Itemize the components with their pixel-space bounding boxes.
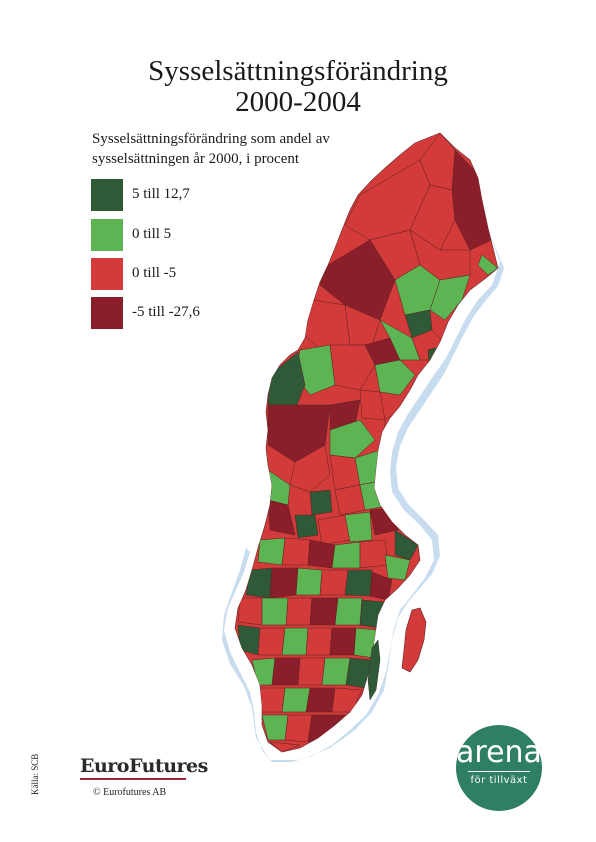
municipality: [331, 687, 363, 713]
legend-heading-line-2: sysselsättningen år 2000, i procent: [92, 151, 300, 167]
municipality: [344, 511, 373, 543]
map-title: Sysselsättningsförändring: [148, 55, 448, 87]
municipality: [257, 537, 286, 566]
municipality: [329, 344, 376, 391]
municipality: [294, 514, 319, 539]
municipality: [267, 351, 306, 411]
legend-swatch: [91, 179, 123, 211]
municipality: [285, 597, 313, 626]
municipality: [319, 569, 349, 596]
municipality: [369, 507, 399, 536]
municipality: [374, 359, 416, 396]
municipality: [259, 687, 286, 713]
legend-label: 5 till 12,7: [132, 186, 190, 202]
municipality: [237, 624, 261, 656]
gotland-island: [401, 607, 427, 673]
municipality: [307, 539, 336, 569]
arena-logo-divider: [468, 771, 530, 772]
legend-label: 0 till 5: [132, 226, 172, 242]
municipality: [359, 539, 389, 569]
municipality: [379, 319, 421, 361]
municipality: [261, 597, 289, 626]
municipality: [237, 597, 263, 626]
municipality: [267, 499, 296, 536]
municipalities: [237, 133, 498, 752]
legend-heading: Sysselsättningsförändring som andel av s…: [92, 129, 392, 169]
municipality: [409, 184, 456, 251]
legend-label: 0 till -5: [132, 265, 177, 281]
arena-logo-word: arena: [456, 735, 542, 770]
municipality: [359, 479, 393, 511]
municipality: [284, 714, 313, 743]
legend-label: -5 till -27,6: [132, 304, 200, 320]
municipality: [477, 254, 498, 276]
municipality: [281, 687, 311, 713]
municipality: [321, 657, 351, 686]
municipality: [329, 419, 376, 459]
eurofutures-copyright: © Eurofutures AB: [93, 787, 167, 798]
municipality: [329, 627, 357, 656]
municipality: [257, 627, 286, 656]
oland-island: [367, 639, 381, 701]
municipality: [289, 444, 331, 493]
municipality: [305, 687, 336, 713]
municipality: [307, 714, 346, 743]
municipality: [251, 657, 276, 686]
arena-logo: arena för tillväxt: [456, 725, 542, 811]
municipality: [344, 569, 373, 597]
municipality: [359, 599, 386, 629]
municipality: [295, 567, 323, 596]
municipality: [309, 489, 333, 516]
source-note: Källa: SCB: [30, 753, 40, 795]
municipality: [331, 541, 361, 569]
legend-heading-line-1: Sysselsättningsförändring som andel av: [92, 131, 330, 147]
municipality: [269, 567, 299, 599]
municipality: [297, 657, 326, 686]
municipality: [429, 274, 471, 321]
legend-swatch: [91, 219, 123, 251]
municipality: [317, 514, 351, 546]
municipality: [334, 484, 366, 516]
municipality: [271, 657, 301, 686]
municipality: [309, 597, 339, 626]
municipality: [281, 537, 311, 566]
eurofutures-logo-underline: [80, 778, 186, 780]
map-title-years: 2000-2004: [235, 86, 361, 118]
municipality: [334, 597, 363, 626]
arena-logo-tagline: för tillväxt: [470, 775, 528, 786]
legend-swatch: [91, 258, 123, 290]
legend-swatch: [91, 297, 123, 329]
municipality: [281, 627, 309, 656]
municipality: [384, 554, 411, 581]
eurofutures-logo: EuroFutures: [80, 755, 208, 777]
municipality: [305, 627, 333, 656]
municipality: [245, 567, 273, 599]
municipality: [269, 741, 301, 752]
